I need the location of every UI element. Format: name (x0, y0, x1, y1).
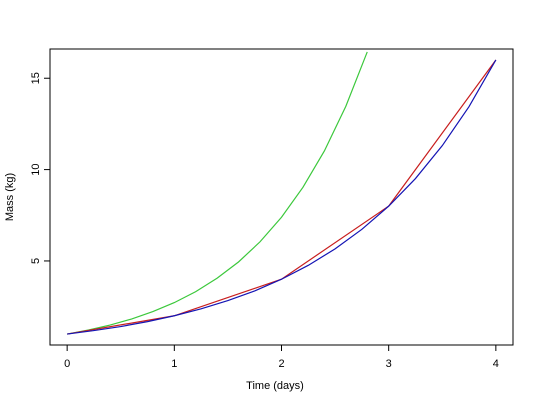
x-tick-label: 2 (278, 358, 284, 370)
plot-area (67, 51, 497, 335)
x-tick-label: 3 (386, 358, 392, 370)
y-tick-label: 5 (30, 258, 42, 264)
x-tick-label: 1 (171, 358, 177, 370)
x-tick-label: 4 (493, 358, 499, 370)
y-axis-label: Mass (kg) (4, 173, 16, 221)
y-tick-label: 15 (30, 72, 42, 84)
x-axis-label: Time (days) (246, 380, 304, 392)
series-line (67, 59, 497, 335)
plot-box (49, 48, 514, 346)
y-tick-label: 10 (30, 163, 42, 175)
series-line (67, 59, 497, 335)
x-tick-label: 0 (64, 358, 70, 370)
series-line (67, 51, 368, 335)
